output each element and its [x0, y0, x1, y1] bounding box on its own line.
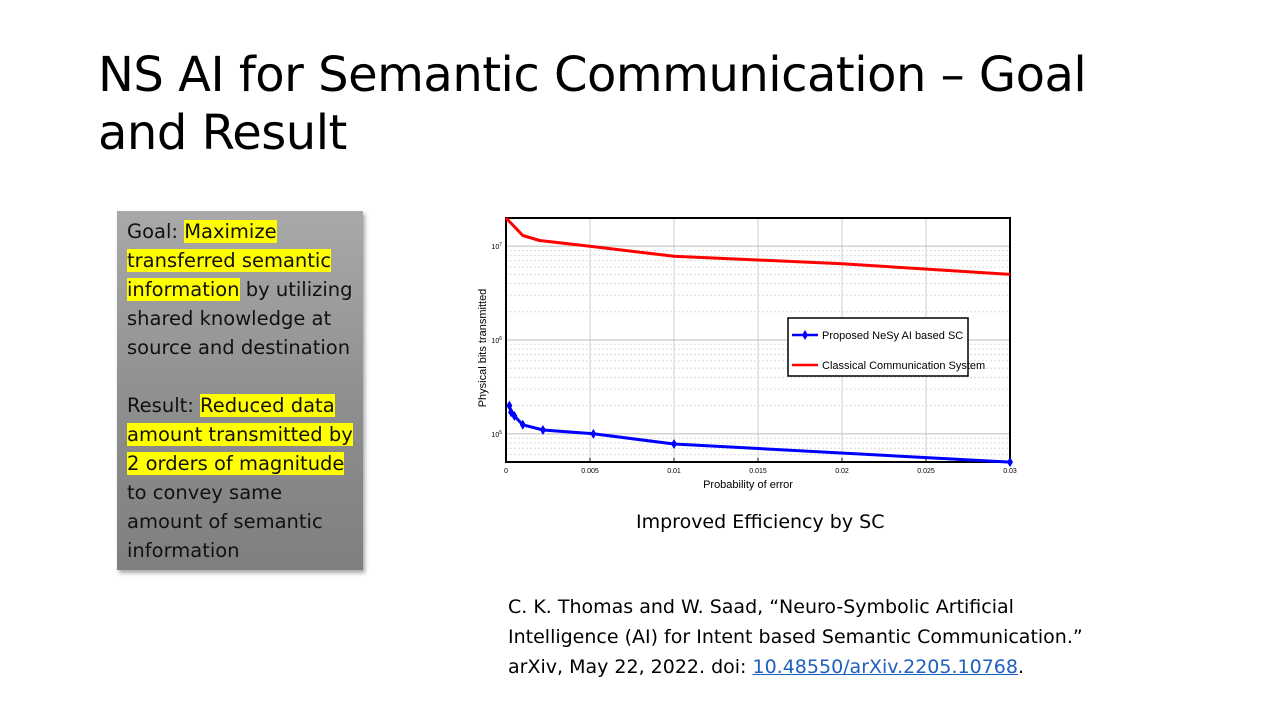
data-point	[590, 428, 597, 439]
legend-box	[787, 317, 969, 377]
x-tick-label: 0.005	[581, 468, 599, 475]
goal-result-box: Goal: Maximize transferred semantic info…	[117, 211, 363, 570]
data-point	[519, 419, 526, 430]
slide-title: NS AI for Semantic Communication – Goal …	[98, 47, 1087, 161]
y-tick-label: 106	[491, 336, 502, 345]
x-axis-label: Probability of error	[703, 479, 793, 491]
doi-link[interactable]: 10.48550/arXiv.2205.10768	[752, 656, 1018, 678]
x-tick-label: 0.025	[917, 468, 935, 475]
data-point	[1007, 457, 1013, 468]
goal-rest: by utilizing shared knowledge at source …	[127, 278, 353, 359]
result-paragraph: Result: Reduced data amount transmitted …	[127, 391, 361, 565]
series-line	[504, 216, 1011, 276]
x-tick-label: 0.01	[667, 468, 681, 475]
y-axis-label: Physical bits transmitted	[477, 289, 489, 408]
y-tick-label: 105	[491, 430, 502, 439]
data-point	[511, 410, 518, 421]
result-label: Result:	[127, 394, 201, 417]
legend-label: Proposed NeSy AI based SC	[822, 330, 963, 342]
goal-result-text: Goal: Maximize transferred semantic info…	[127, 217, 361, 565]
legend-marker	[802, 330, 808, 340]
goal-paragraph: Goal: Maximize transferred semantic info…	[127, 217, 361, 362]
legend-label: Classical Communication System	[822, 360, 985, 372]
x-tick-label: 0	[504, 468, 508, 475]
reference-citation: C. K. Thomas and W. Saad, “Neuro-Symboli…	[508, 592, 1128, 682]
x-tick-label: 0.03	[1003, 468, 1017, 475]
x-tick-label: 0.02	[835, 468, 849, 475]
reference-text: C. K. Thomas and W. Saad, “Neuro-Symboli…	[508, 596, 1083, 678]
x-tick-label: 0.015	[749, 468, 767, 475]
result-rest: to convey same amount of semantic inform…	[127, 481, 323, 562]
efficiency-chart: 0 0.005 0.01 0.015 0.02 0.025 0.03 105 106 107 Pro…	[470, 212, 1030, 502]
reference-end: .	[1017, 656, 1024, 678]
chart-svg: 0 0.005 0.01 0.015 0.02 0.025 0.03 105 106 107 Pro…	[477, 216, 1017, 491]
y-tick-label: 107	[491, 242, 502, 251]
chart-caption: Improved Efficiency by SC	[636, 511, 885, 533]
data-point	[539, 424, 546, 435]
goal-label: Goal:	[127, 220, 185, 243]
data-point	[671, 438, 677, 449]
